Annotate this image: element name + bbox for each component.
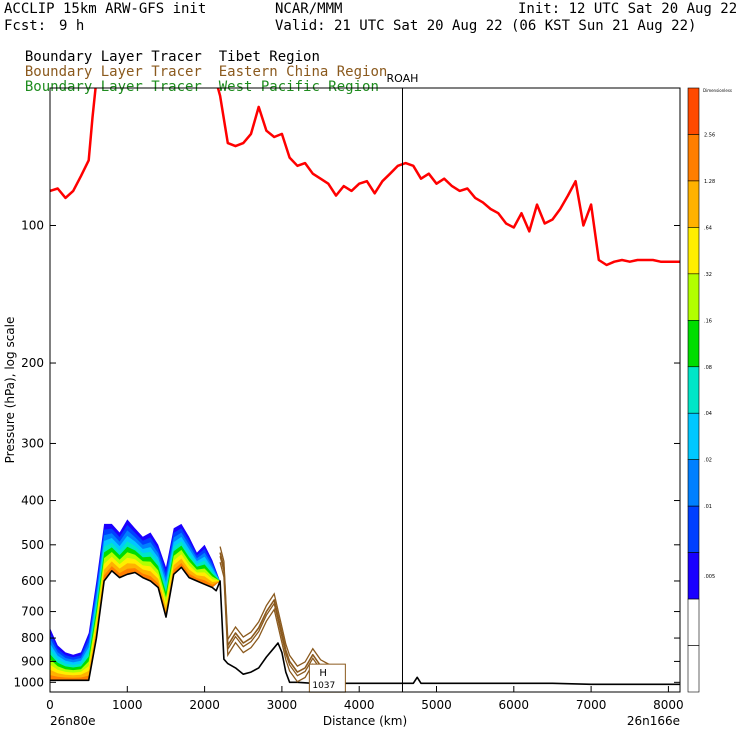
org-label: NCAR/MMM [275,1,343,17]
init-time: Init: 12 UTC Sat 20 Aug 22 [518,1,738,17]
forecast-hours: 9 h [59,18,85,34]
surface-high-box [308,663,346,693]
colorbar-swatch [687,273,700,321]
y-tick-label: 200 [21,356,44,370]
legend-prefix: Boundary Layer Tracer [24,79,202,95]
colorbar-swatch [687,645,700,693]
colorbar-label: 2.56 [704,132,715,138]
x-tick-label: 2000 [189,698,220,712]
eastern-china-tracer-contour [219,556,345,683]
colorbar-swatch [687,87,700,135]
x-axis-label: Distance (km) [323,714,407,728]
colorbar-swatch [687,505,700,553]
y-tick-label: 100 [21,219,44,233]
colorbar-label: .32 [704,272,712,278]
colorbar-label: .08 [704,365,712,371]
legend-entry-tibet: Boundary Layer Tracer Tibet Region [8,35,320,65]
legend-prefix: Boundary Layer Tracer [24,64,202,80]
legend-entry-west-pacific: Boundary Layer Tracer West Pacific Regio… [8,65,379,95]
legend-entry-eastern-china: Boundary Layer Tracer Eastern China Regi… [8,50,387,80]
y-tick-label: 800 [21,631,44,645]
model-title: ACCLIP 15km ARW-GFS init [4,1,207,17]
colorbar-swatch [687,227,700,275]
surface-high-symbol: H [319,668,327,679]
plot-clip-group [50,88,680,689]
colorbar-label: 1.28 [704,179,715,185]
colorbar-swatch [687,366,700,414]
x-tick-label: 6000 [499,698,530,712]
colorbar-title: Dimensionless [703,88,732,93]
colorbar-swatch [687,598,700,646]
y-tick-label: 500 [21,538,44,552]
y-tick-label: 400 [21,494,44,508]
legend-region: Eastern China Region [218,64,388,80]
colorbar-label: .02 [704,458,712,464]
endpoint-left: 26n80e [50,714,96,728]
x-tick-label: 5000 [421,698,452,712]
colorbar-label: .64 [704,225,712,231]
colorbar-swatch [687,412,700,460]
colorbar-swatch [687,552,700,600]
y-axis-label: Pressure (hPa), log scale [3,317,17,464]
y-tick-label: 300 [21,436,44,450]
colorbar-swatch [687,320,700,368]
y-tick-label: 1000 [13,675,44,689]
x-tick-label: 7000 [576,698,607,712]
eastern-china-tracer-line [219,552,345,680]
colorbar-label: .01 [704,504,712,510]
colorbar-swatch [687,459,700,507]
y-tick-label: 600 [21,574,44,588]
forecast-label: Fcst: [4,18,47,34]
colorbar: Dimensionless 2.56 1.28 .64 .32 .16 .08 .04 .02.… [687,87,732,693]
tropopause-line [50,88,680,267]
x-tick-label: 4000 [344,698,375,712]
colorbar-label: .04 [704,411,712,417]
legend-region: West Pacific Region [218,79,379,95]
surface-high-value: 1037 [312,681,335,691]
endpoint-right: 26n166e [627,714,680,728]
x-tick-label: 1000 [112,698,143,712]
plot-frame [49,87,681,693]
y-tick-label: 700 [21,605,44,619]
eastern-china-tracer-contour [219,546,345,673]
tibet-tracer-line [50,566,680,686]
roah-marker-label: ROAH [387,72,419,85]
colorbar-label: .005 [704,574,715,580]
x-tick-label: 3000 [267,698,298,712]
legend-prefix: Boundary Layer Tracer [24,49,202,65]
colorbar-swatch [687,180,700,228]
colorbar-label: .16 [704,318,712,324]
plot-area: H 1037 [50,88,680,693]
valid-time: Valid: 21 UTC Sat 20 Aug 22 (06 KST Sun … [275,18,697,34]
colorbar-swatch [687,134,700,182]
y-tick-label: 900 [21,654,44,668]
x-tick-label: 8000 [653,698,684,712]
x-tick-label: 0 [46,698,54,712]
legend-region: Tibet Region [218,49,320,65]
